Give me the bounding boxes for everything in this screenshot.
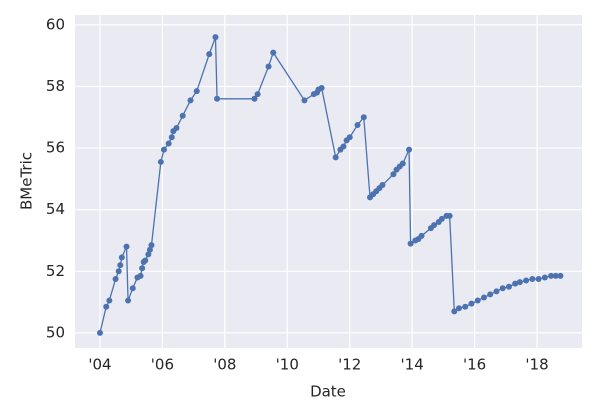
point <box>157 158 164 165</box>
point <box>379 182 386 189</box>
point <box>168 134 175 141</box>
point <box>535 275 542 282</box>
point <box>512 280 519 287</box>
point <box>455 305 462 312</box>
point <box>468 300 475 307</box>
point <box>332 154 339 161</box>
point <box>125 297 132 304</box>
point <box>265 63 272 70</box>
point <box>516 279 523 286</box>
point <box>96 329 103 336</box>
point <box>552 272 559 279</box>
point <box>103 303 110 310</box>
point <box>165 140 172 147</box>
point <box>206 51 213 58</box>
x-tick-label: '08 <box>213 356 236 374</box>
point <box>505 283 512 290</box>
point <box>115 268 122 275</box>
y-tick-label: 50 <box>46 323 65 341</box>
point <box>137 272 144 279</box>
point <box>251 95 258 102</box>
y-tick-label: 54 <box>46 200 65 218</box>
point <box>123 243 130 250</box>
x-tick-label: '06 <box>151 356 174 374</box>
point <box>529 275 536 282</box>
point <box>173 125 180 132</box>
point <box>346 134 353 141</box>
point <box>474 297 481 304</box>
point <box>487 291 494 298</box>
point <box>523 277 530 284</box>
x-tick-label: '16 <box>463 356 486 374</box>
point <box>148 242 155 249</box>
y-tick-label: 60 <box>46 15 65 33</box>
point <box>431 222 438 229</box>
point <box>446 212 453 219</box>
point <box>129 285 136 292</box>
point <box>254 91 261 98</box>
point <box>541 274 548 281</box>
point <box>145 251 152 258</box>
point <box>557 272 564 279</box>
point <box>187 97 194 104</box>
x-axis-label: Date <box>310 383 346 401</box>
point <box>390 171 397 178</box>
point <box>142 257 149 264</box>
point <box>193 88 200 95</box>
point <box>270 49 277 56</box>
y-tick-label: 56 <box>46 139 65 157</box>
point <box>451 308 458 315</box>
point <box>139 265 146 272</box>
point <box>212 34 219 41</box>
point <box>318 85 325 92</box>
y-axis-label: BMeTric <box>18 152 36 210</box>
point <box>360 114 367 121</box>
point <box>438 215 445 222</box>
point <box>354 121 361 128</box>
point <box>112 275 119 282</box>
point <box>117 262 124 269</box>
point <box>106 297 113 304</box>
point <box>480 294 487 301</box>
y-tick-label: 52 <box>46 262 65 280</box>
point <box>179 112 186 119</box>
point <box>418 232 425 239</box>
x-tick-label: '14 <box>401 356 424 374</box>
plot-area <box>75 15 582 348</box>
point <box>548 272 555 279</box>
point <box>214 95 221 102</box>
x-tick-label: '12 <box>338 356 361 374</box>
y-tick-label: 58 <box>46 77 65 95</box>
x-tick-label: '10 <box>276 356 299 374</box>
point <box>499 285 506 292</box>
point <box>399 160 406 167</box>
point <box>301 97 308 104</box>
point <box>146 246 153 253</box>
point <box>462 303 469 310</box>
point <box>340 143 347 150</box>
x-tick-label: '18 <box>525 356 548 374</box>
point <box>406 146 413 153</box>
x-tick-label: '04 <box>88 356 111 374</box>
point <box>407 240 414 247</box>
point <box>493 288 500 295</box>
point <box>160 146 167 153</box>
point <box>118 254 125 261</box>
